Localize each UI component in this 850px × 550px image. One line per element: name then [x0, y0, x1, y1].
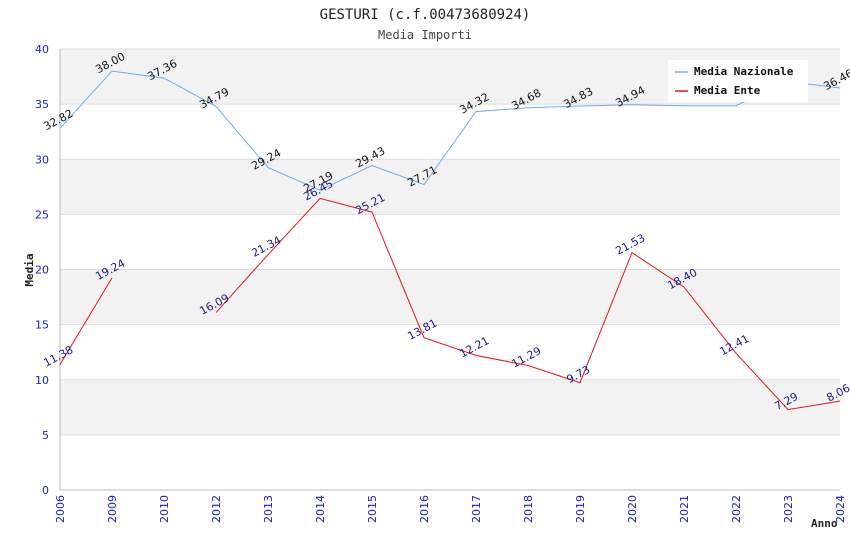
legend-label-nazionale: Media Nazionale [694, 65, 794, 78]
x-tick-label: 2006 [54, 495, 67, 523]
x-axis: 2006 2009 2010 2012 2013 2014 2015 2016 2017 2018… [54, 495, 847, 523]
y-tick-label: 15 [35, 319, 49, 332]
x-tick-label: 2020 [626, 495, 639, 523]
series-line-nazionale [59, 70, 841, 191]
x-axis-title: Anno [811, 517, 838, 530]
series-line-ente [215, 197, 841, 411]
legend-box [668, 60, 808, 102]
series-line-ente [59, 277, 113, 365]
x-tick-label: 2016 [418, 495, 431, 523]
grid-band [60, 104, 840, 160]
y-axis-title: Media [23, 253, 36, 286]
legend: Media Nazionale Media Ente [668, 60, 808, 102]
grid-band [60, 214, 840, 270]
y-tick-label: 10 [35, 374, 49, 387]
x-tick-label: 2010 [158, 495, 171, 523]
x-tick-label: 2019 [574, 495, 587, 523]
grid-band [60, 324, 840, 380]
grid-band [60, 159, 840, 215]
y-tick-label: 30 [35, 153, 49, 166]
legend-label-ente: Media Ente [694, 84, 761, 97]
x-tick-label: 2023 [782, 495, 795, 523]
y-tick-label: 25 [35, 208, 49, 221]
x-tick-label: 2013 [262, 495, 275, 523]
y-tick-label: 35 [35, 98, 49, 111]
x-tick-label: 2024 [834, 495, 847, 523]
x-tick-label: 2015 [366, 495, 379, 523]
series-lines [59, 70, 841, 411]
x-tick-label: 2012 [210, 495, 223, 523]
chart-title: GESTURI (c.f.00473680924) [320, 7, 531, 23]
y-tick-label: 40 [35, 43, 49, 56]
x-tick-label: 2009 [106, 495, 119, 523]
x-tick-label: 2014 [314, 495, 327, 523]
plot-background [59, 48, 840, 491]
x-tick-label: 2021 [678, 495, 691, 523]
y-axis: 0 5 10 15 20 25 30 35 40 [35, 43, 49, 497]
y-tick-label: 20 [35, 264, 49, 277]
grid-band [60, 434, 840, 490]
x-tick-label: 2018 [522, 495, 535, 523]
chart-subtitle: Media Importi [378, 28, 472, 42]
y-tick-label: 0 [42, 484, 49, 497]
x-tick-label: 2017 [470, 495, 483, 523]
x-tick-label: 2022 [730, 495, 743, 523]
grid-band [60, 379, 840, 435]
grid-band [60, 269, 840, 325]
y-tick-label: 5 [42, 429, 49, 442]
